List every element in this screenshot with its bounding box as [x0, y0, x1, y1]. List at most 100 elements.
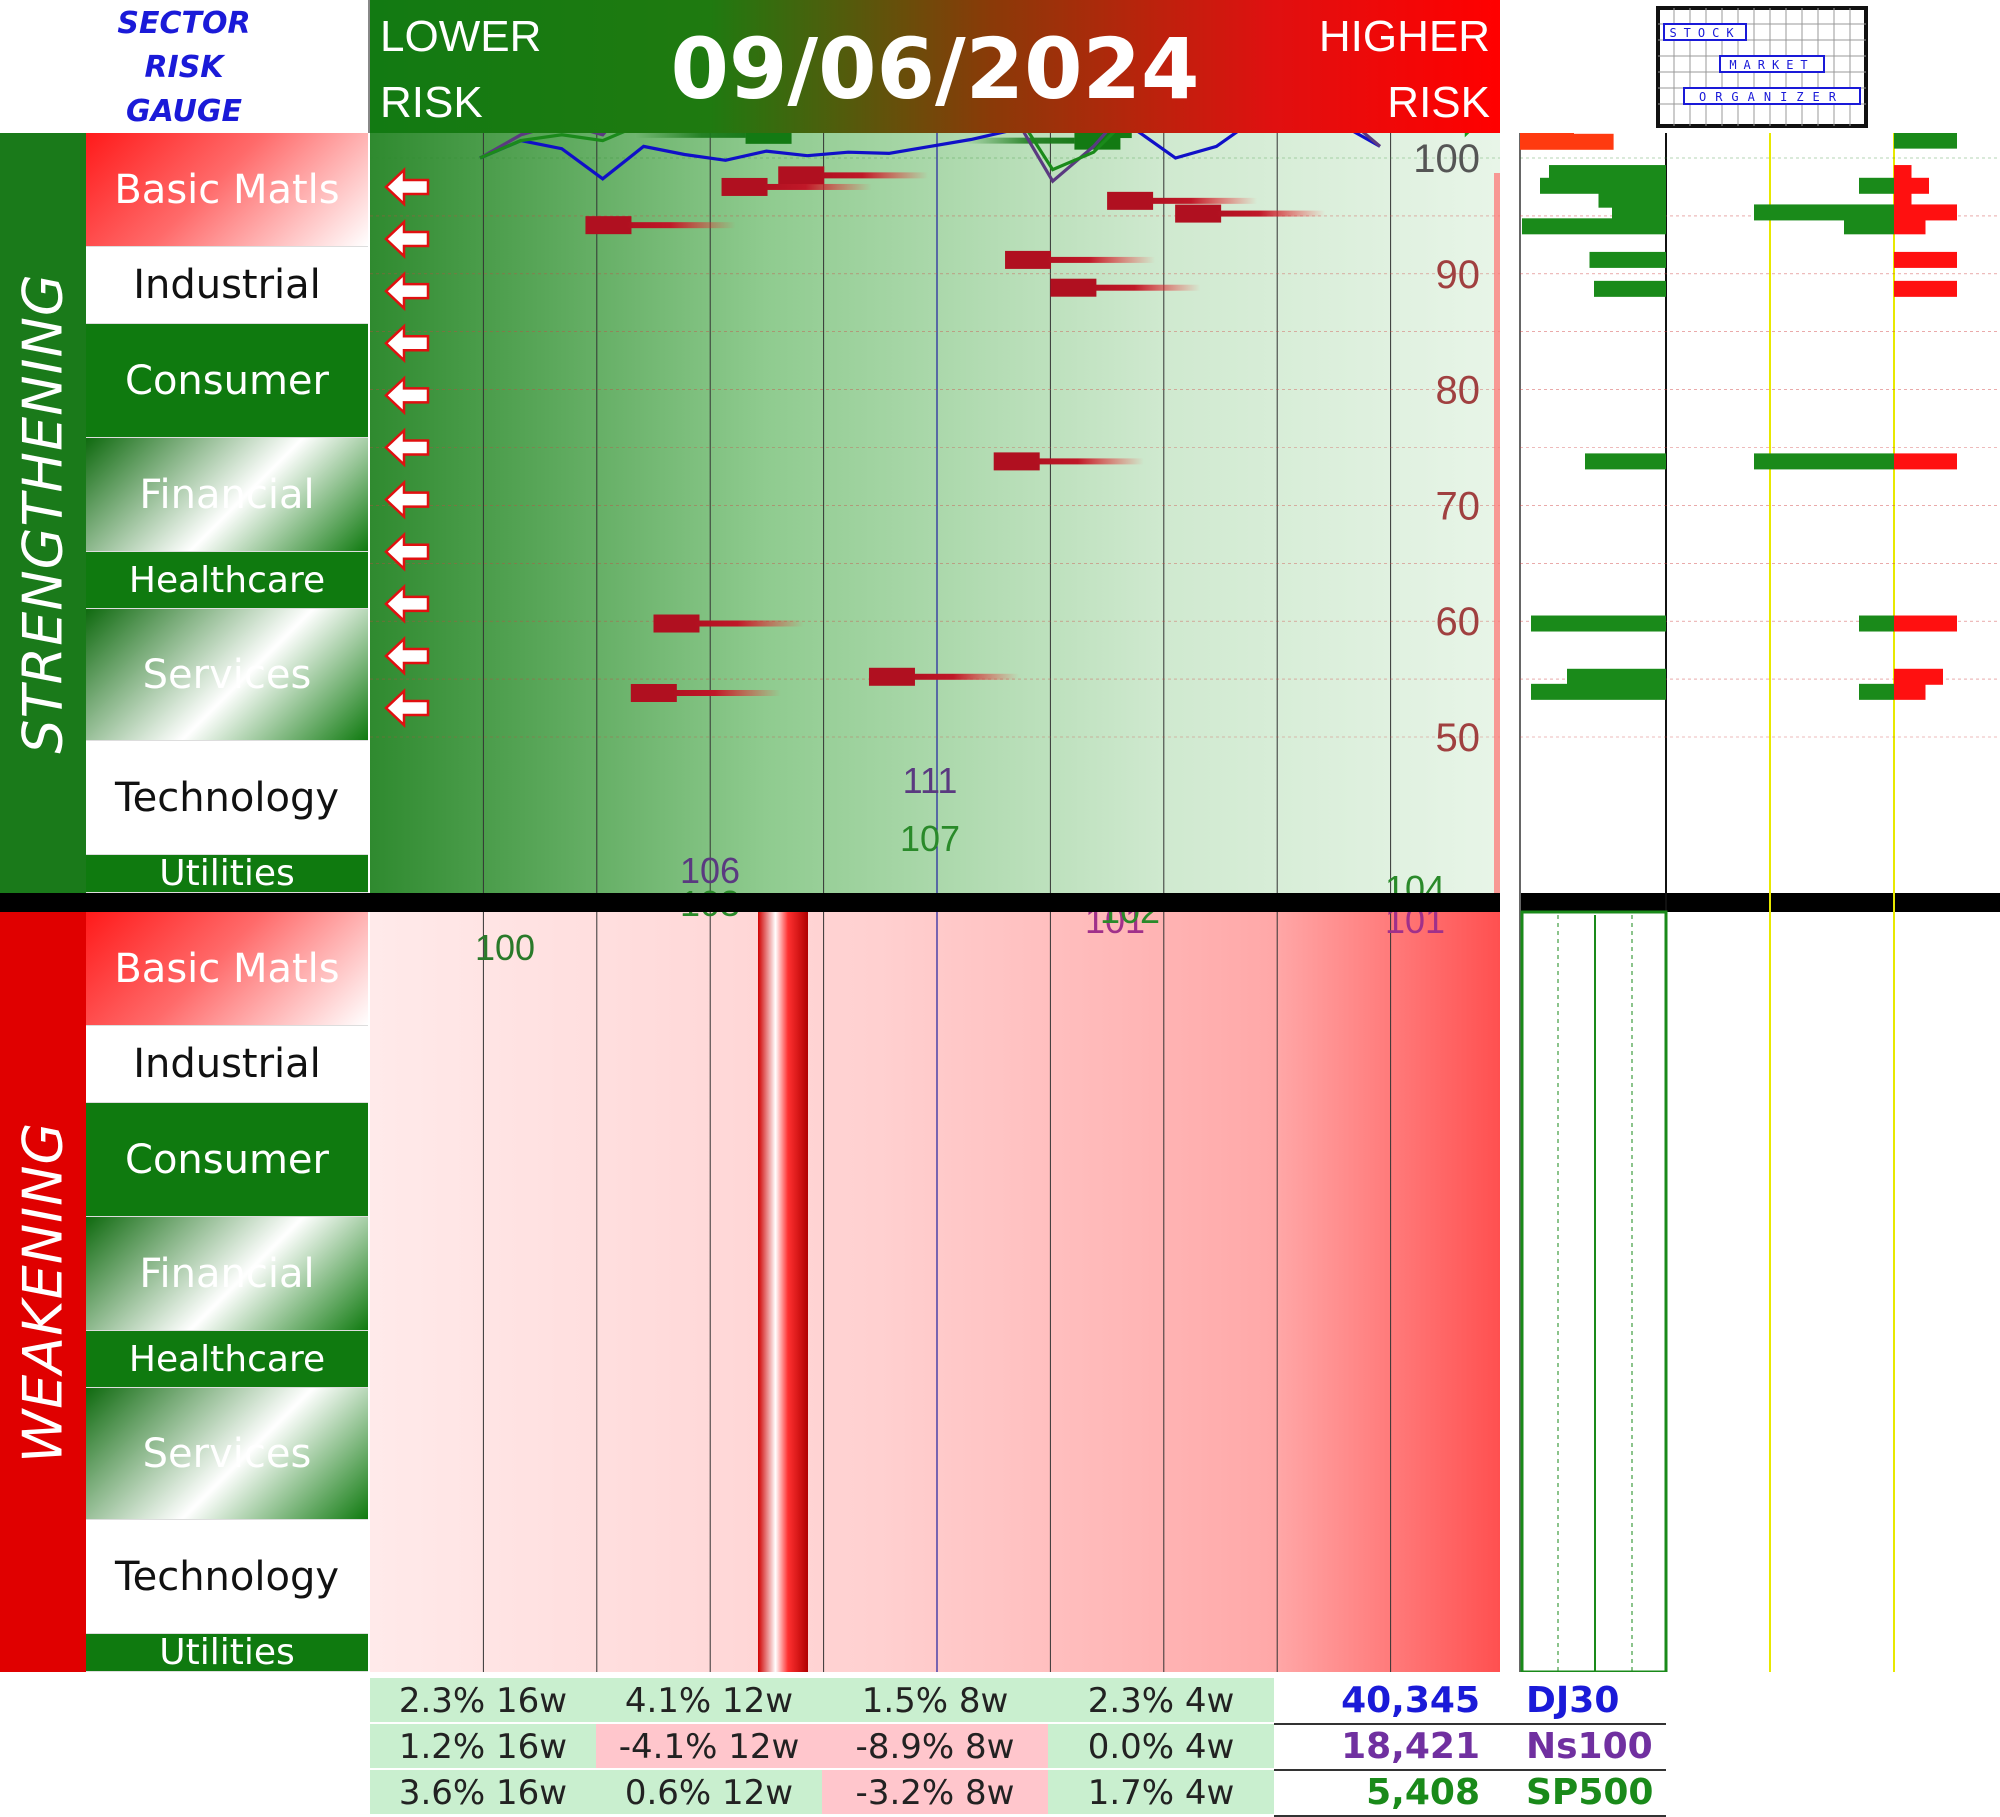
left-arrow-icon: [384, 688, 430, 728]
sector-lower-consumer: Consumer: [86, 1103, 368, 1217]
lower-marker-tail: [908, 673, 1019, 680]
lower-left-bar: [1567, 668, 1666, 685]
left-arrow-icon: [384, 323, 430, 364]
lower-right-bar: [1894, 204, 1957, 221]
left-arrow-icon: [384, 531, 430, 572]
lower-mid-bar: [1859, 615, 1894, 632]
gauge-title-box: SECTOR RISK GAUGE: [0, 0, 370, 133]
lower-left-bar: [1531, 683, 1666, 700]
index-name: SP500: [1526, 1772, 1654, 1813]
lower-right-bar: [1894, 615, 1957, 632]
weakening-label: WEAKENING: [11, 1121, 75, 1463]
performance-cell: 1.2% 16w: [370, 1724, 596, 1770]
sector-label: Technology: [114, 774, 340, 821]
logo-word-market: MARKET: [1729, 58, 1814, 72]
performance-cell: -8.9% 8w: [822, 1724, 1048, 1770]
left-arrow-icon: [384, 167, 430, 207]
sector-markers: [585, 133, 1326, 702]
risk-scale-header: LOWER RISK 09/06/2024 HIGHER RISK: [370, 0, 1500, 133]
stock-market-organizer-logo: STOCK MARKET ORGANIZER: [1656, 6, 1868, 128]
index-name: Ns100: [1526, 1726, 1653, 1767]
lower-left-bar: [1540, 177, 1666, 194]
sector-label: Basic Matls: [114, 166, 340, 213]
gauge-title-line-3: GAUGE: [126, 94, 242, 129]
index-value: 18,421: [1341, 1726, 1480, 1767]
sector-label: Utilities: [159, 853, 295, 894]
lower-left-bar: [1589, 251, 1666, 268]
y-tick-label: 90: [1436, 253, 1481, 297]
left-arrow-icon: [384, 427, 430, 468]
performance-cell: -4.1% 12w: [596, 1724, 822, 1770]
left-arrow-icon: [384, 583, 430, 624]
lower-right-bar: [1894, 453, 1957, 470]
sector-label: Consumer: [125, 357, 329, 404]
lower-marker-tail: [1033, 458, 1144, 465]
strengthening-band: STRENGTHENING: [0, 133, 86, 893]
performance-cell: 3.6% 16w: [370, 1770, 596, 1816]
lower-marker-tail: [625, 222, 736, 229]
row-separator: [1274, 1723, 1666, 1725]
lower-zone: [370, 912, 1500, 1672]
sector-label: Healthcare: [128, 1338, 326, 1380]
performance-cell: 0.0% 4w: [1048, 1724, 1274, 1770]
performance-cell: 2.3% 16w: [370, 1678, 596, 1724]
strengthening-label: STRENGTHENING: [11, 272, 75, 754]
performance-cell: 1.5% 8w: [822, 1678, 1048, 1724]
sector-label: Services: [142, 1430, 312, 1477]
y-tick-label: 60: [1436, 600, 1481, 644]
y-axis-ticks: 1501401301201101009080706050: [1413, 137, 1481, 760]
left-arrow-icon: [384, 479, 430, 520]
sector-label: Financial: [139, 471, 315, 518]
lower-left-bar: [1612, 204, 1666, 221]
sector-label: Financial: [139, 1250, 315, 1297]
logo-word-organizer: ORGANIZER: [1699, 90, 1845, 104]
lower-marker: [585, 216, 632, 235]
sector-upper-healthcare: Healthcare: [86, 552, 368, 609]
sector-upper-financial: Financial: [86, 438, 368, 552]
red-pillar: [758, 912, 808, 1672]
lower-left-bar: [1598, 191, 1666, 208]
index-name: DJ30: [1526, 1680, 1620, 1721]
lower-marker: [721, 177, 768, 196]
right-histograms: [1500, 133, 2000, 1672]
left-arrow-icon: [384, 636, 430, 676]
sector-upper-basic-matls: Basic Matls: [86, 133, 368, 247]
sector-upper-consumer: Consumer: [86, 324, 368, 438]
upper-right-bar: [1894, 133, 1957, 149]
logo-area: STOCK MARKET ORGANIZER: [1520, 0, 2000, 133]
lower-mid-bar: [1859, 683, 1894, 700]
performance-cell: 2.3% 4w: [1048, 1678, 1274, 1724]
sector-label: Consumer: [125, 1136, 329, 1183]
series-line-dj30: [479, 133, 1381, 181]
higher-risk-label-1: HIGHER: [1318, 12, 1490, 61]
right-bars: [1520, 133, 1957, 700]
index-value: 5,408: [1366, 1772, 1480, 1813]
direction-arrows: [384, 133, 1470, 728]
lower-risk-label-1: LOWER: [380, 12, 542, 61]
sector-upper-industrial: Industrial: [86, 247, 368, 324]
index-value: 40,345: [1341, 1680, 1480, 1721]
performance-cell: 0.6% 12w: [596, 1770, 822, 1816]
sector-lower-healthcare: Healthcare: [86, 1331, 368, 1388]
lower-mid-bar: [1844, 218, 1894, 235]
lower-marker-tail: [818, 172, 929, 179]
lower-marker-tail: [670, 689, 781, 696]
performance-cell: 1.7% 4w: [1048, 1770, 1274, 1816]
lower-right-bar: [1894, 191, 1912, 208]
lower-marker: [868, 667, 915, 686]
y-tick-label: 50: [1436, 716, 1481, 760]
gauge-title-line-1: SECTOR: [117, 6, 251, 41]
lower-left-bar: [1549, 165, 1666, 182]
lower-right-bar: [1894, 165, 1912, 182]
sector-label: Technology: [114, 1553, 340, 1600]
upper-marker-tail: [635, 133, 746, 138]
lower-mid-bar: [1754, 453, 1894, 470]
upper-marker: [745, 133, 792, 144]
lower-left-bar: [1531, 615, 1666, 632]
lower-marker-tail: [1090, 284, 1201, 291]
lower-right-bar: [1894, 251, 1957, 268]
sector-lower-industrial: Industrial: [86, 1026, 368, 1103]
lower-right-bar: [1894, 683, 1926, 700]
lower-marker-tail: [1147, 197, 1258, 204]
lower-marker: [1050, 278, 1097, 297]
